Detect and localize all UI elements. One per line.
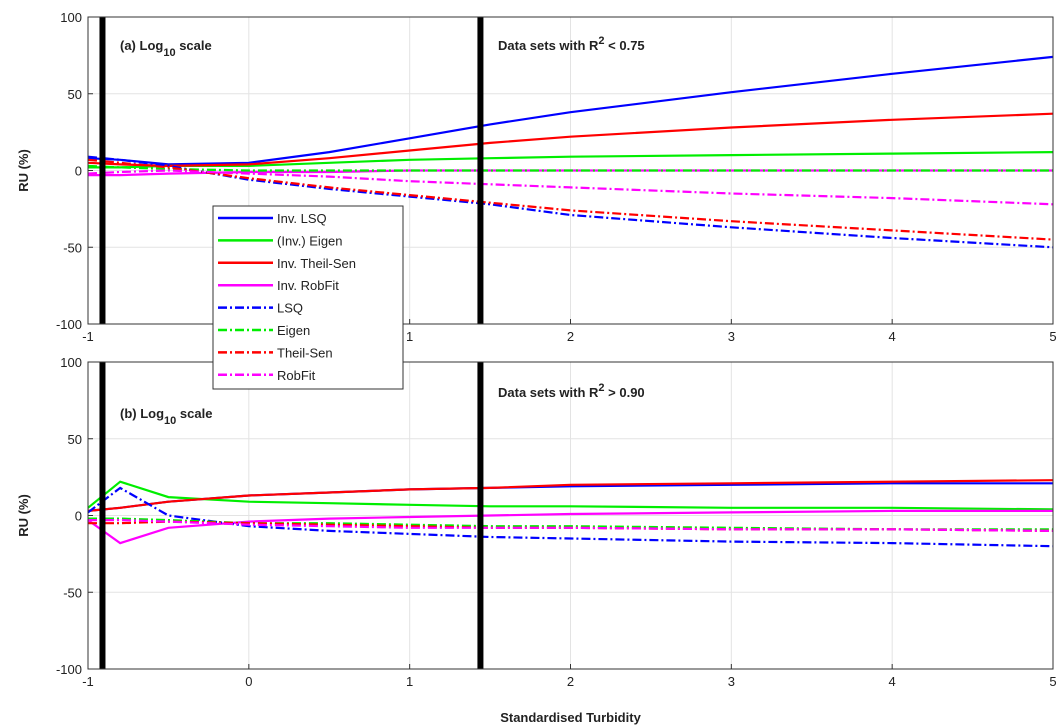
y-tick-label: -100 [56, 317, 82, 332]
legend-box [212, 205, 404, 390]
legend: Inv. LSQ (Inv.) Eigen Inv. Theil-Sen Inv. R… [212, 205, 404, 390]
y-tick-label: 0 [75, 509, 82, 524]
x-tick-label: -1 [82, 674, 94, 689]
series-line [87, 169, 1054, 206]
x-tick-label: 2 [567, 329, 574, 344]
legend-label: Inv. RobFit [277, 278, 339, 293]
y-tick-label: -100 [56, 662, 82, 677]
series-line [87, 480, 1054, 511]
legend-label: LSQ [277, 301, 303, 316]
panel-note: Data sets with R2 < 0.75 [498, 35, 645, 53]
legend-label: Eigen [277, 323, 310, 338]
x-axis-label: Standardised Turbidity [500, 710, 641, 725]
y-tick-label: 100 [60, 10, 82, 25]
x-tick-label: 4 [889, 674, 896, 689]
plot-frame [87, 16, 1054, 325]
x-tick-label: 5 [1049, 674, 1056, 689]
x-tick-label: 1 [406, 329, 413, 344]
panel-label-text: scale [176, 38, 212, 53]
series-line [88, 519, 1054, 532]
panel-note: Data sets with R2 > 0.90 [498, 382, 645, 400]
y-tick-label: -50 [63, 240, 82, 255]
x-tick-label: 3 [728, 329, 735, 344]
panel-label: (a) Log10 scale [120, 38, 212, 59]
panel-label-sub: 10 [164, 415, 176, 427]
panel-note-sup: 2 [598, 35, 604, 47]
series-line [87, 158, 1054, 241]
y-axis-label: RU (%) [16, 149, 31, 192]
panel-note-text: Data sets with R [498, 385, 599, 400]
legend-label: Inv. Theil-Sen [277, 256, 356, 271]
x-tick-label: 5 [1049, 329, 1056, 344]
x-tick-label: 4 [889, 329, 896, 344]
x-tick-label: 3 [728, 674, 735, 689]
panel-label: (b) Log10 scale [120, 406, 212, 427]
x-tick-label: 0 [245, 674, 252, 689]
panel-label-text: scale [176, 406, 212, 421]
panel-label-sub: 10 [163, 47, 175, 59]
series-line [87, 479, 1054, 512]
plot-frame [87, 361, 1054, 670]
y-tick-label: 50 [68, 87, 82, 102]
panel-note-sup: 2 [598, 382, 604, 394]
series-line [87, 509, 1053, 545]
legend-label: (Inv.) Eigen [277, 233, 343, 248]
series-line [87, 164, 1053, 172]
panel-label-text: (a) Log [120, 38, 163, 53]
legend-label: Theil-Sen [277, 345, 333, 360]
panel-note-text: > 0.90 [605, 385, 645, 400]
x-tick-label: -1 [82, 329, 94, 344]
y-axis-label: RU (%) [16, 494, 31, 537]
panel-note-text: < 0.75 [605, 38, 645, 53]
y-tick-label: -50 [63, 585, 82, 600]
panel-label-text: (b) Log [120, 406, 164, 421]
legend-label: RobFit [277, 368, 316, 383]
x-tick-label: 1 [406, 674, 413, 689]
panel-note-text: Data sets with R [498, 38, 599, 53]
x-tick-label: 2 [567, 674, 574, 689]
legend-label: Inv. LSQ [277, 211, 327, 226]
y-tick-label: 100 [60, 355, 82, 370]
y-tick-label: 50 [68, 432, 82, 447]
y-tick-label: 0 [75, 164, 82, 179]
series-line [87, 155, 1054, 249]
